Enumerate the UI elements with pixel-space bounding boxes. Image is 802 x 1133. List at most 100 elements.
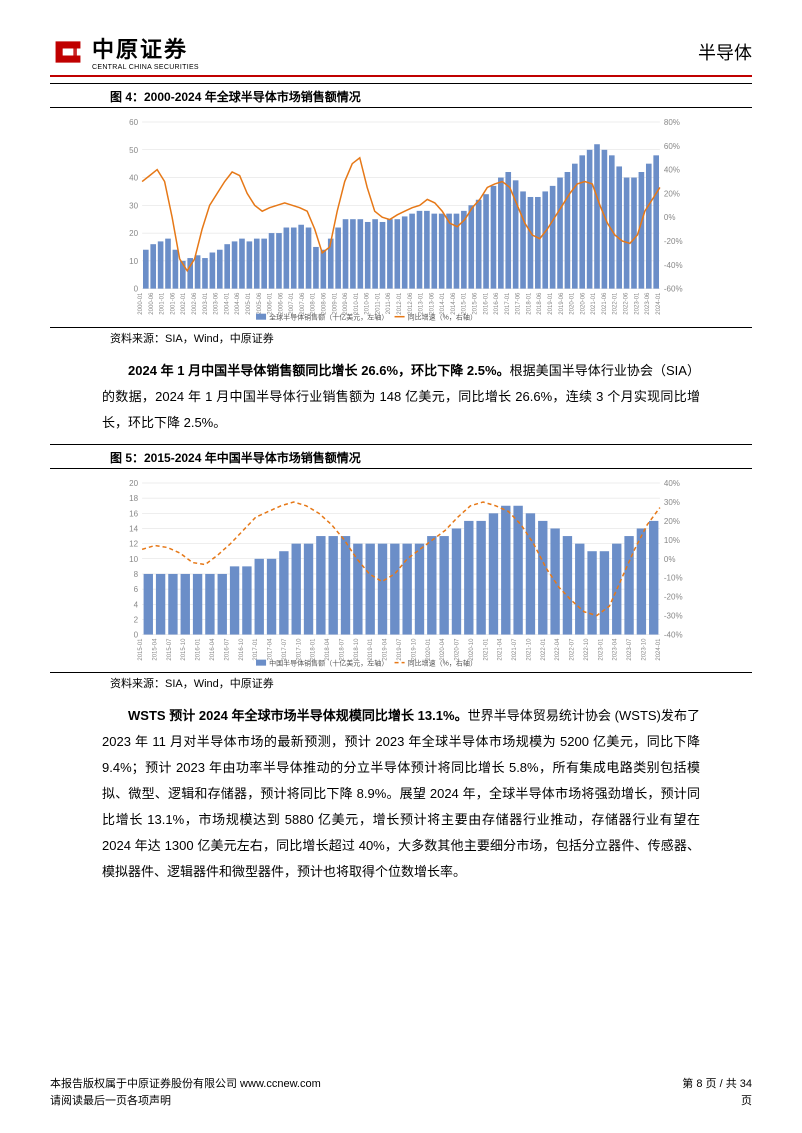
svg-text:2007-06: 2007-06: [300, 292, 306, 315]
svg-text:2016-10: 2016-10: [239, 638, 245, 661]
svg-text:60: 60: [129, 118, 138, 127]
svg-text:2023-06: 2023-06: [645, 292, 651, 315]
svg-text:2021-10: 2021-10: [526, 638, 532, 661]
footer-copyright: 本报告版权属于中原证券股份有限公司 www.ccnew.com: [50, 1076, 321, 1094]
svg-text:2005-06: 2005-06: [257, 292, 263, 315]
svg-text:2018-01: 2018-01: [526, 292, 532, 315]
svg-text:12: 12: [129, 539, 138, 548]
svg-text:2021-01: 2021-01: [591, 292, 597, 315]
svg-text:10: 10: [129, 257, 138, 266]
para2-bold: WSTS 预计 2024 年全球市场半导体规模同比增长 13.1%。: [128, 708, 468, 723]
paragraph-1: 2024 年 1 月中国半导体销售额同比增长 26.6%，环比下降 2.5%。根…: [50, 354, 752, 444]
svg-text:2022-06: 2022-06: [624, 292, 630, 315]
svg-text:2022-10: 2022-10: [584, 638, 590, 661]
svg-text:2022-01: 2022-01: [541, 638, 547, 661]
svg-text:2016-07: 2016-07: [224, 638, 230, 661]
svg-text:2010-06: 2010-06: [365, 292, 371, 315]
svg-text:50: 50: [129, 146, 138, 155]
svg-text:2008-01: 2008-01: [311, 292, 317, 315]
svg-text:2014-01: 2014-01: [440, 292, 446, 315]
footer-disclaimer: 请阅读最后一页各项声明: [50, 1093, 321, 1111]
svg-text:2021-06: 2021-06: [602, 292, 608, 315]
fig4-chart: 0102030405060-60%-40%-20%0%20%40%60%80%2…: [50, 108, 752, 327]
svg-text:2014-06: 2014-06: [451, 292, 457, 315]
svg-text:4: 4: [134, 600, 139, 609]
svg-text:-20%: -20%: [664, 592, 683, 601]
svg-text:2015-01: 2015-01: [138, 638, 144, 661]
svg-text:2021-04: 2021-04: [498, 638, 504, 661]
svg-text:14: 14: [129, 524, 138, 533]
svg-text:2009-06: 2009-06: [343, 292, 349, 315]
svg-text:2002-01: 2002-01: [181, 292, 187, 315]
logo-text-en: CENTRAL CHINA SECURITIES: [92, 64, 199, 71]
svg-text:2017-10: 2017-10: [296, 638, 302, 661]
logo-text-cn: 中原证券: [92, 32, 199, 64]
svg-text:2021-07: 2021-07: [512, 638, 518, 661]
svg-text:0%: 0%: [664, 213, 676, 222]
fig4-title: 图 4：2000-2024 年全球半导体市场销售额情况: [50, 83, 752, 108]
svg-text:2006-06: 2006-06: [278, 292, 284, 315]
svg-text:2020-01: 2020-01: [570, 292, 576, 315]
svg-text:2010-01: 2010-01: [354, 292, 360, 315]
paragraph-2: WSTS 预计 2024 年全球市场半导体规模同比增长 13.1%。世界半导体贸…: [50, 699, 752, 893]
svg-text:2009-01: 2009-01: [332, 292, 338, 315]
svg-text:2017-07: 2017-07: [282, 638, 288, 661]
footer-page: 第 8 页 / 共 34: [682, 1076, 752, 1094]
svg-text:2012-01: 2012-01: [397, 292, 403, 315]
svg-text:2017-04: 2017-04: [268, 638, 274, 661]
svg-text:20: 20: [129, 229, 138, 238]
svg-text:2023-07: 2023-07: [627, 638, 633, 661]
svg-text:2023-01: 2023-01: [598, 638, 604, 661]
svg-text:2: 2: [134, 615, 139, 624]
svg-text:2007-01: 2007-01: [289, 292, 295, 315]
svg-text:同比增速（%，右轴）: 同比增速（%，右轴）: [408, 658, 477, 667]
svg-text:8: 8: [134, 570, 139, 579]
svg-text:0: 0: [134, 285, 139, 294]
svg-text:2015-06: 2015-06: [473, 292, 479, 315]
svg-text:30%: 30%: [664, 498, 680, 507]
svg-text:2015-10: 2015-10: [181, 638, 187, 661]
svg-text:2020-10: 2020-10: [469, 638, 475, 661]
svg-text:-10%: -10%: [664, 573, 683, 582]
svg-text:2006-01: 2006-01: [268, 292, 274, 315]
report-header: 中原证券 CENTRAL CHINA SECURITIES 半导体: [50, 32, 752, 77]
svg-text:2016-01: 2016-01: [196, 638, 202, 661]
svg-text:2004-01: 2004-01: [224, 292, 230, 315]
svg-text:2022-04: 2022-04: [555, 638, 561, 661]
svg-text:2016-01: 2016-01: [483, 292, 489, 315]
svg-text:10%: 10%: [664, 536, 680, 545]
svg-text:2016-06: 2016-06: [494, 292, 500, 315]
svg-text:2023-04: 2023-04: [613, 638, 619, 661]
svg-text:2018-01: 2018-01: [311, 638, 317, 661]
svg-text:2018-07: 2018-07: [339, 638, 345, 661]
svg-text:2019-07: 2019-07: [397, 638, 403, 661]
svg-text:2013-06: 2013-06: [429, 292, 435, 315]
logo: 中原证券 CENTRAL CHINA SECURITIES: [50, 32, 199, 71]
svg-text:-20%: -20%: [664, 237, 683, 246]
fig5-chart: 02468101214161820-40%-30%-20%-10%0%10%20…: [50, 469, 752, 673]
logo-icon: [50, 36, 86, 68]
svg-text:-40%: -40%: [664, 630, 683, 639]
svg-text:2023-10: 2023-10: [642, 638, 648, 661]
para1-bold: 2024 年 1 月中国半导体销售额同比增长 26.6%，环比下降 2.5%。: [128, 363, 510, 378]
fig4-source: 资料来源：SIA，Wind，中原证券: [50, 327, 752, 354]
svg-text:2023-01: 2023-01: [634, 292, 640, 315]
svg-text:2015-04: 2015-04: [152, 638, 158, 661]
svg-text:18: 18: [129, 494, 138, 503]
svg-text:2015-07: 2015-07: [167, 638, 173, 661]
svg-text:2001-01: 2001-01: [160, 292, 166, 315]
svg-text:16: 16: [129, 509, 138, 518]
svg-text:2017-06: 2017-06: [516, 292, 522, 315]
svg-text:40: 40: [129, 174, 138, 183]
svg-text:40%: 40%: [664, 166, 680, 175]
svg-text:2011-01: 2011-01: [375, 292, 381, 314]
svg-text:80%: 80%: [664, 118, 680, 127]
svg-text:2020-06: 2020-06: [580, 292, 586, 315]
svg-text:2017-01: 2017-01: [505, 292, 511, 315]
footer-page2: 页: [682, 1093, 752, 1111]
svg-text:-40%: -40%: [664, 261, 683, 270]
svg-text:全球半导体销售额（十亿美元，左轴）: 全球半导体销售额（十亿美元，左轴）: [269, 313, 388, 322]
svg-text:30: 30: [129, 201, 138, 210]
svg-text:2020-01: 2020-01: [426, 638, 432, 661]
svg-text:2017-01: 2017-01: [253, 638, 259, 661]
